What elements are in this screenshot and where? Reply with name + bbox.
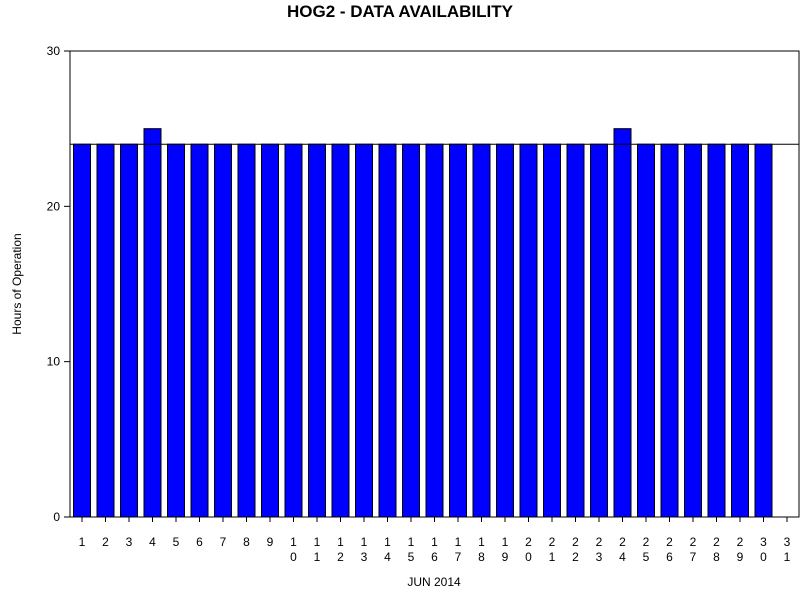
bar-day-25: [637, 143, 655, 518]
x-tick-label: 2: [102, 535, 109, 549]
bar-day-24: [613, 128, 632, 518]
x-tick-label: 1: [79, 535, 86, 549]
bar-day-15: [402, 143, 420, 518]
bar-day-3: [120, 143, 138, 518]
bar-day-12: [331, 143, 350, 518]
y-tick-label: 10: [47, 355, 61, 369]
bar-day-16: [425, 143, 444, 518]
bar-day-21: [543, 143, 561, 518]
bar-day-11: [308, 143, 326, 518]
bar-day-1: [73, 143, 91, 518]
bar-day-26: [660, 143, 679, 518]
bar-day-6: [190, 143, 209, 518]
bar-day-10: [284, 143, 303, 518]
x-axis: 1 2 3 4 5 6 7 8 9 1 01 11 21 31 41 51 61 71 81 92 02 12 22 32 42…: [79, 517, 791, 564]
x-axis-label: JUN 2014: [407, 575, 461, 589]
y-axis-label: Hours of Operation: [10, 233, 24, 334]
y-tick-label: 20: [47, 199, 61, 213]
bar-day-27: [684, 143, 702, 518]
y-axis: 0 10 20 30: [47, 44, 70, 524]
bar-day-17: [449, 143, 467, 518]
bar-day-22: [566, 143, 585, 518]
y-tick-label: 30: [47, 44, 61, 58]
bars-group: [73, 128, 773, 518]
x-tick-label: 7: [220, 535, 227, 549]
x-tick-label: 8: [243, 535, 250, 549]
x-tick-label: 4: [149, 535, 156, 549]
bar-day-7: [214, 143, 232, 518]
x-tick-label: 6: [196, 535, 203, 549]
bar-day-28: [707, 143, 726, 518]
chart-title: HOG2 - DATA AVAILABILITY: [287, 2, 514, 21]
bar-day-13: [355, 143, 373, 518]
bar-day-2: [96, 143, 115, 518]
bar-day-14: [378, 143, 397, 518]
x-tick-label: 3: [126, 535, 133, 549]
y-tick-label: 0: [53, 510, 60, 524]
x-tick-label: 9: [267, 535, 274, 549]
bar-day-18: [472, 143, 491, 518]
bar-day-4: [143, 128, 162, 518]
bar-day-8: [237, 143, 256, 518]
x-tick-label: 5: [173, 535, 180, 549]
bar-day-20: [519, 143, 538, 518]
bar-day-5: [167, 143, 185, 518]
bar-day-29: [731, 143, 749, 518]
bar-day-9: [261, 143, 279, 518]
bar-day-30: [754, 143, 773, 518]
bar-day-19: [496, 143, 514, 518]
bar-day-23: [590, 143, 608, 518]
